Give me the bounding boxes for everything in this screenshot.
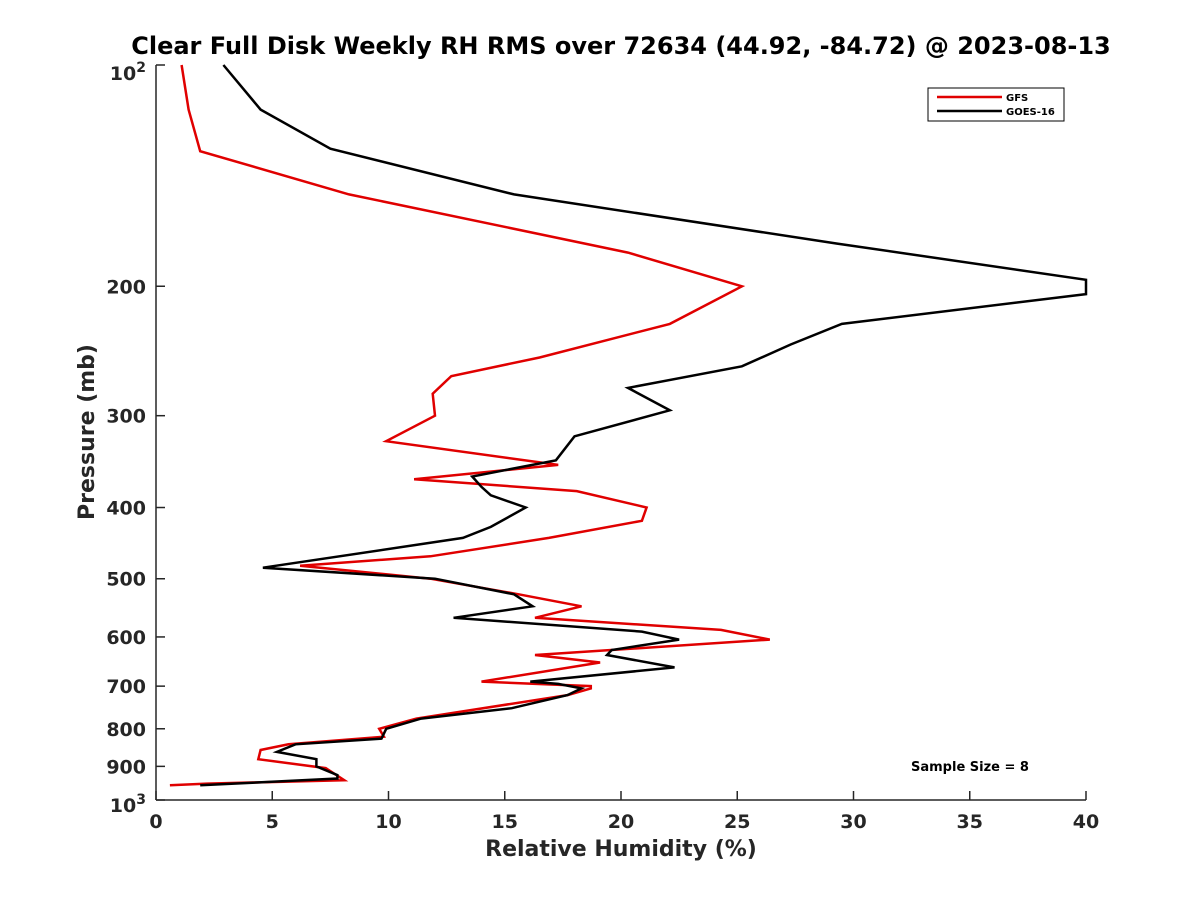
y-tick-label-600: 600 [106,627,146,649]
y-tick-label-400: 400 [106,498,146,520]
y-max-base: 10 [110,795,136,817]
y-tick-label-800: 800 [106,719,146,741]
x-tick-label-10: 10 [375,811,401,833]
x-tick-label-30: 30 [840,811,866,833]
x-tick-label-35: 35 [957,811,983,833]
y-tick-label-500: 500 [106,569,146,591]
y-tick-label-700: 700 [106,676,146,698]
y-tick-label-200: 200 [106,276,146,298]
legend-label-gfs: GFS [1006,93,1028,104]
x-tick-label-40: 40 [1073,811,1099,833]
y-axis-label: Pressure (mb) [75,344,100,520]
chart-title: Clear Full Disk Weekly RH RMS over 72634… [131,32,1111,60]
x-ticks: 0 5 10 15 20 25 30 35 40 [149,791,1099,833]
plot-area [156,65,1086,800]
y-ticks: 200 300 400 500 600 700 800 900 [106,64,165,801]
x-tick-label-20: 20 [608,811,634,833]
y-tick-label-max: 103 [110,792,146,817]
y-min-base: 10 [110,63,136,85]
y-tick-label-900: 900 [106,756,146,778]
x-tick-label-15: 15 [492,811,518,833]
y-tick-label-300: 300 [106,406,146,428]
y-tick-label-min: 102 [110,60,146,85]
sample-size-annotation: Sample Size = 8 [911,760,1029,775]
y-max-exp: 3 [136,792,146,808]
x-tick-label-25: 25 [724,811,750,833]
y-min-exp: 2 [136,60,146,76]
x-axis-label: Relative Humidity (%) [485,837,757,862]
x-tick-label-0: 0 [149,811,162,833]
legend: GFS GOES-16 [927,87,1065,122]
legend-label-goes-16: GOES-16 [1006,107,1055,118]
series-layer [169,64,1088,787]
legend-box [927,87,1065,122]
series-line-goes-16 [200,64,1088,787]
x-tick-label-5: 5 [266,811,279,833]
